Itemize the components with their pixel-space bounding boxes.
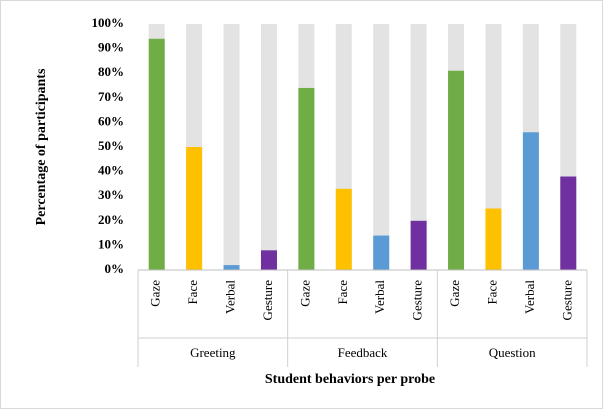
bar xyxy=(298,87,315,271)
group-label: Feedback xyxy=(338,345,388,360)
y-tick-label: 50% xyxy=(98,138,124,153)
y-tick-label: 40% xyxy=(98,163,124,178)
x-tick-label: Verbal xyxy=(372,280,387,314)
x-tick-label: Gaze xyxy=(447,280,462,307)
x-tick-label: Verbal xyxy=(223,280,238,314)
bar xyxy=(335,188,352,270)
x-tick-label: Gesture xyxy=(410,280,425,321)
x-tick-label: Verbal xyxy=(522,280,537,314)
x-tick-label: Face xyxy=(484,280,499,305)
bar xyxy=(148,38,165,271)
group-label: Greeting xyxy=(190,345,236,360)
y-tick-label: 30% xyxy=(98,187,124,202)
y-tick-label: 20% xyxy=(98,212,124,227)
y-tick-label: 10% xyxy=(98,236,124,251)
bar-track xyxy=(373,24,390,270)
x-tick-label: Gesture xyxy=(559,280,574,321)
x-axis-title: Student behaviors per probe xyxy=(265,372,435,387)
x-tick-label: Gaze xyxy=(148,280,163,307)
bar xyxy=(223,265,240,270)
bar-track xyxy=(260,24,277,270)
y-tick-label: 0% xyxy=(105,261,125,276)
x-tick-label: Gesture xyxy=(260,280,275,321)
bar xyxy=(522,132,539,270)
y-tick-label: 80% xyxy=(98,64,124,79)
y-tick-label: 100% xyxy=(92,15,125,30)
bar xyxy=(260,250,277,270)
x-tick-label: Gaze xyxy=(297,280,312,307)
x-tick-label: Face xyxy=(335,280,350,305)
y-tick-label: 90% xyxy=(98,40,124,55)
bar-track xyxy=(410,24,427,270)
bar xyxy=(560,176,577,270)
bar xyxy=(373,235,390,270)
bar-track xyxy=(223,24,240,270)
y-tick-label: 70% xyxy=(98,89,124,104)
bar xyxy=(448,70,465,271)
bar xyxy=(485,208,502,270)
y-axis-title: Percentage of participants xyxy=(34,68,49,225)
y-tick-label: 60% xyxy=(98,113,124,128)
x-tick-label: Face xyxy=(185,280,200,305)
group-label: Question xyxy=(489,345,536,360)
bar xyxy=(186,147,203,270)
bar xyxy=(410,220,427,270)
